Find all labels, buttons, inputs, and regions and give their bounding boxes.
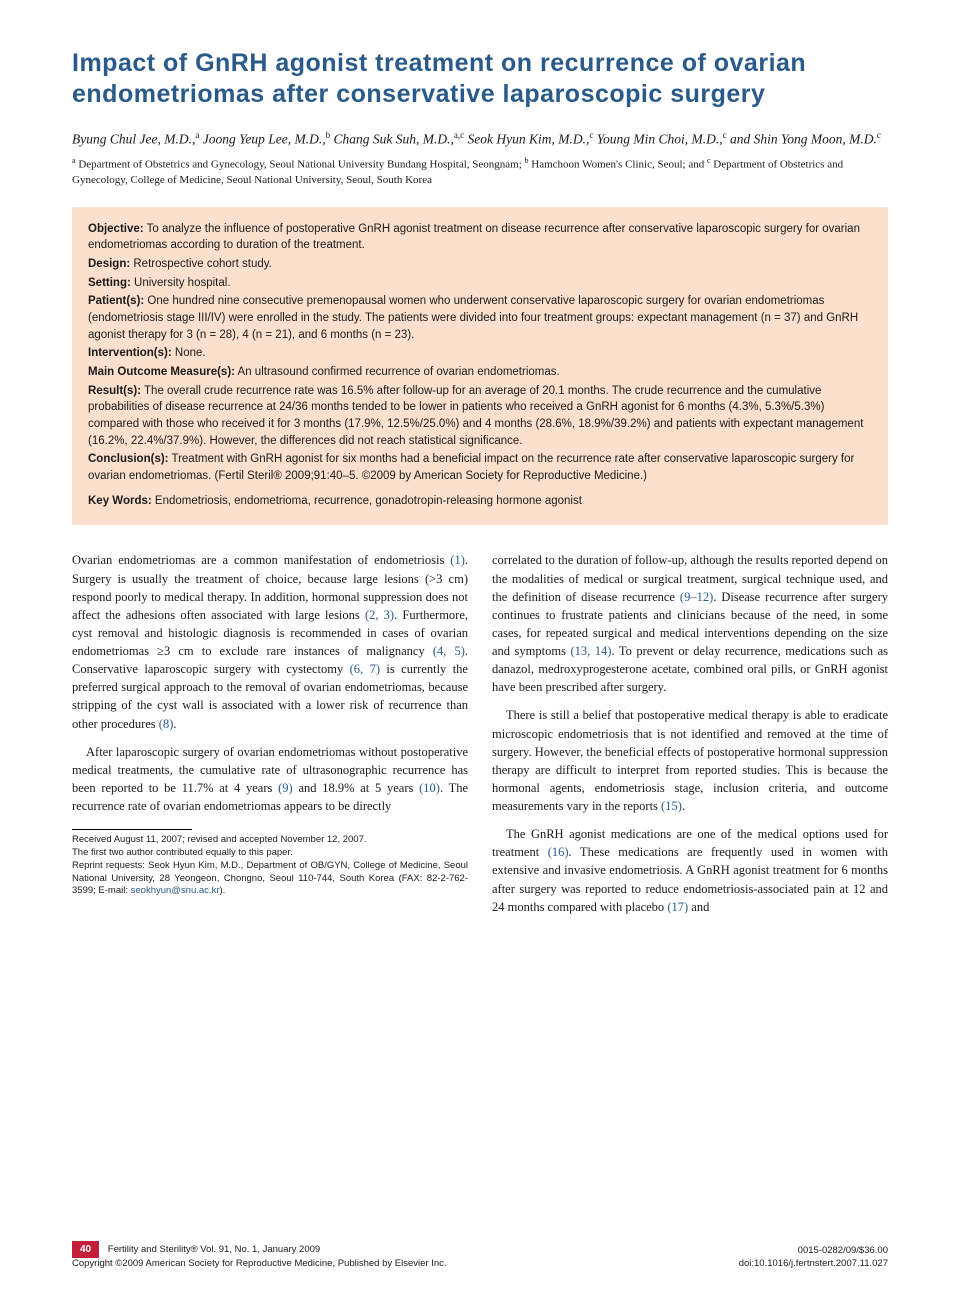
- footnote-contrib: The first two author contributed equally…: [72, 847, 468, 860]
- abstract-text: Endometriosis, endometrioma, recurrence,…: [152, 495, 582, 507]
- footer-left: 40 Fertility and Sterility® Vol. 91, No.…: [72, 1241, 447, 1270]
- right-column: correlated to the duration of follow-up,…: [492, 551, 888, 925]
- article-title: Impact of GnRH agonist treatment on recu…: [72, 48, 888, 111]
- copyright: Copyright ©2009 American Society for Rep…: [72, 1258, 447, 1269]
- abstract-text: An ultrasound confirmed recurrence of ov…: [235, 366, 560, 378]
- abstract-label: Setting:: [88, 277, 131, 289]
- footer-right: 0015-0282/09/$36.00 doi:10.1016/j.fertns…: [739, 1245, 888, 1270]
- abstract-text: To analyze the influence of postoperativ…: [88, 223, 860, 252]
- body-columns: Ovarian endometriomas are a common manif…: [72, 551, 888, 925]
- body-paragraph: There is still a belief that postoperati…: [492, 706, 888, 815]
- journal-info: Fertility and Sterility® Vol. 91, No. 1,…: [108, 1244, 320, 1255]
- affiliations: a Department of Obstetrics and Gynecolog…: [72, 155, 888, 188]
- abstract-objective: Objective: To analyze the influence of p…: [88, 221, 872, 254]
- footnote-reprint: Reprint requests: Seok Hyun Kim, M.D., D…: [72, 860, 468, 898]
- abstract-conclusions: Conclusion(s): Treatment with GnRH agoni…: [88, 451, 872, 484]
- abstract-label: Key Words:: [88, 495, 152, 507]
- abstract-patients: Patient(s): One hundred nine consecutive…: [88, 293, 872, 343]
- abstract-text: Retrospective cohort study.: [130, 258, 272, 270]
- footnotes: Received August 11, 2007; revised and ac…: [72, 834, 468, 898]
- abstract-text: None.: [172, 347, 206, 359]
- doi: doi:10.1016/j.fertnstert.2007.11.027: [739, 1258, 888, 1269]
- abstract-outcome: Main Outcome Measure(s): An ultrasound c…: [88, 364, 872, 381]
- abstract-results: Result(s): The overall crude recurrence …: [88, 383, 872, 450]
- abstract-text: One hundred nine consecutive premenopaus…: [88, 295, 858, 340]
- abstract-label: Intervention(s):: [88, 347, 172, 359]
- abstract-label: Main Outcome Measure(s):: [88, 366, 235, 378]
- abstract-text: Treatment with GnRH agonist for six mont…: [88, 453, 854, 482]
- author-list: Byung Chul Jee, M.D.,a Joong Yeup Lee, M…: [72, 129, 888, 150]
- body-paragraph: The GnRH agonist medications are one of …: [492, 825, 888, 916]
- footnote-received: Received August 11, 2007; revised and ac…: [72, 834, 468, 847]
- abstract-interventions: Intervention(s): None.: [88, 345, 872, 362]
- body-paragraph: After laparoscopic surgery of ovarian en…: [72, 743, 468, 816]
- abstract-text: The overall crude recurrence rate was 16…: [88, 385, 863, 447]
- page-footer: 40 Fertility and Sterility® Vol. 91, No.…: [72, 1241, 888, 1270]
- abstract-keywords: Key Words: Endometriosis, endometrioma, …: [88, 493, 872, 510]
- body-paragraph: Ovarian endometriomas are a common manif…: [72, 551, 468, 732]
- footnote-rule: [72, 829, 192, 830]
- issn: 0015-0282/09/$36.00: [798, 1245, 888, 1256]
- abstract-design: Design: Retrospective cohort study.: [88, 256, 872, 273]
- abstract-label: Design:: [88, 258, 130, 270]
- abstract-setting: Setting: University hospital.: [88, 275, 872, 292]
- left-column: Ovarian endometriomas are a common manif…: [72, 551, 468, 925]
- abstract-text: University hospital.: [131, 277, 231, 289]
- abstract-label: Result(s):: [88, 385, 141, 397]
- abstract-label: Objective:: [88, 223, 144, 235]
- abstract-label: Patient(s):: [88, 295, 144, 307]
- page-number-badge: 40: [72, 1241, 99, 1258]
- abstract-label: Conclusion(s):: [88, 453, 169, 465]
- abstract-box: Objective: To analyze the influence of p…: [72, 207, 888, 526]
- body-paragraph: correlated to the duration of follow-up,…: [492, 551, 888, 696]
